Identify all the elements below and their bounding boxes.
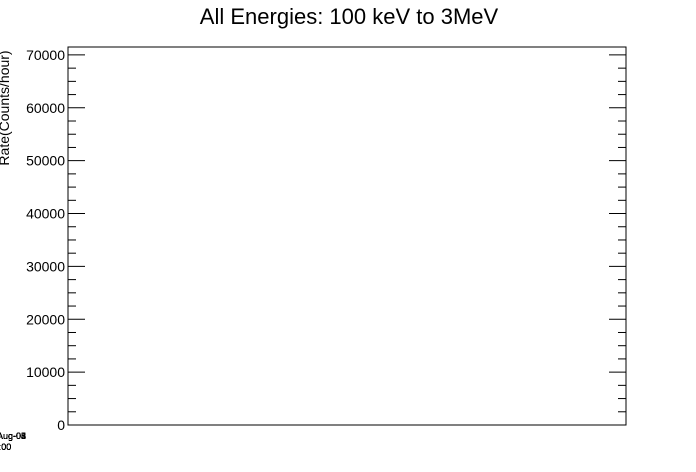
x-tick-label-time: 20:00 xyxy=(0,442,11,452)
x-tick-label-date: 2024-Aug-03 xyxy=(0,431,26,441)
x-tick-label-time: 08:00 xyxy=(0,442,11,452)
y-tick-label: 60000 xyxy=(26,100,65,116)
x-tick-label-time: 20:00 xyxy=(0,442,11,452)
x-tick-label-date: 2024-Aug-05 xyxy=(0,431,26,441)
x-tick-label-time: 08:00 xyxy=(0,442,11,452)
y-axis-ticks xyxy=(68,54,626,426)
y-tick-label: 40000 xyxy=(26,206,65,222)
plot-frame xyxy=(67,46,627,426)
x-tick-label-time: 08:00 xyxy=(0,442,11,452)
x-tick-label-date: 2024-Aug-03 xyxy=(0,431,26,441)
y-tick-label: 0 xyxy=(57,417,65,433)
x-tick-label-date: 2024-Aug-04 xyxy=(0,431,26,441)
x-tick-label-time: 20:00 xyxy=(0,442,11,452)
chart-title: All Energies: 100 keV to 3MeV xyxy=(200,4,499,29)
y-axis-label: Rate(Counts/hour) xyxy=(0,50,12,165)
x-tick-label-date: 2024-Aug-05 xyxy=(0,431,26,441)
x-axis-tick-labels: 2024-Aug-0220:002024-Aug-0308:002024-Aug… xyxy=(0,431,26,452)
x-tick-label-time: 20:00 xyxy=(0,442,11,452)
y-tick-label: 50000 xyxy=(26,153,65,169)
y-axis-tick-labels: 0 10000 20000 30000 40000 50000 60000 70000 xyxy=(26,47,65,433)
x-tick-label-date: 2024-Aug-06 xyxy=(0,431,26,441)
y-tick-label: 20000 xyxy=(26,311,65,327)
x-tick-label-date: 2024-Aug-04 xyxy=(0,431,26,441)
y-tick-label: 10000 xyxy=(26,364,65,380)
y-tick-label: 70000 xyxy=(26,47,65,63)
x-tick-label-time: 08:00 xyxy=(0,442,11,452)
x-tick-label-date: 2024-Aug-02 xyxy=(0,431,26,441)
y-tick-label: 30000 xyxy=(26,258,65,274)
